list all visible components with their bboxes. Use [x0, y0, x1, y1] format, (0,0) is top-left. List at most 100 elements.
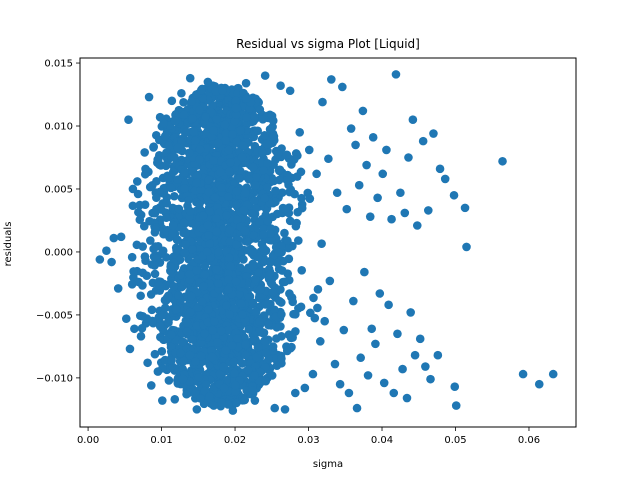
scatter-point: [138, 311, 148, 321]
chart-title: Residual vs sigma Plot [Liquid]: [236, 37, 420, 51]
scatter-point: [309, 293, 318, 303]
scatter-point: [346, 124, 356, 133]
scatter-point: [182, 318, 192, 327]
scatter-point: [208, 325, 217, 335]
scatter-point: [213, 138, 223, 148]
scatter-point: [236, 299, 246, 308]
scatter-point: [159, 119, 168, 128]
scatter-point: [297, 193, 306, 203]
x-tick-label: 0.05: [444, 435, 466, 446]
scatter-point: [205, 239, 214, 249]
scatter-point: [229, 304, 239, 313]
scatter-point: [239, 205, 249, 215]
scatter-point: [230, 116, 240, 126]
scatter-point: [264, 319, 273, 329]
scatter-point: [109, 233, 119, 243]
scatter-point: [358, 106, 368, 116]
scatter-point: [273, 150, 283, 159]
scatter-point: [176, 270, 185, 280]
scatter-point: [164, 141, 173, 150]
scatter-point: [168, 228, 177, 238]
scatter-point: [294, 236, 303, 245]
scatter-point: [277, 310, 286, 319]
scatter-point: [210, 193, 220, 202]
scatter-point: [265, 124, 275, 134]
scatter-point: [229, 357, 239, 367]
scatter-point: [204, 187, 213, 197]
scatter-point: [396, 188, 405, 198]
scatter-point: [218, 86, 227, 96]
scatter-point: [363, 371, 373, 380]
scatter-point: [421, 362, 430, 371]
y-tick-label: −0.005: [36, 310, 73, 321]
scatter-point: [224, 145, 233, 155]
scatter-point: [300, 383, 310, 393]
scatter-point: [240, 226, 250, 236]
scatter-point: [181, 229, 190, 238]
scatter-point: [217, 326, 226, 336]
scatter-point: [185, 269, 194, 279]
scatter-point: [182, 389, 191, 399]
scatter-point: [185, 73, 195, 83]
scatter-point: [285, 86, 295, 96]
scatter-point: [161, 161, 171, 171]
scatter-point: [155, 321, 165, 331]
scatter-point: [375, 289, 385, 298]
scatter-point: [249, 230, 258, 240]
scatter-point: [258, 115, 268, 124]
scatter-point: [255, 285, 265, 294]
scatter-point: [291, 221, 301, 231]
x-tick-label: 0.01: [150, 435, 172, 446]
scatter-point: [180, 239, 190, 249]
scatter-point: [260, 130, 269, 140]
scatter-point: [330, 359, 340, 369]
scatter-point: [190, 136, 200, 146]
scatter-point: [266, 257, 275, 267]
scatter-point: [225, 158, 235, 167]
scatter-point: [207, 346, 217, 355]
scatter-point: [382, 145, 391, 155]
y-tick-label: 0.005: [44, 184, 73, 195]
scatter-point: [352, 403, 362, 413]
scatter-point: [260, 193, 269, 203]
scatter-point: [325, 276, 335, 286]
scatter-point: [291, 310, 300, 319]
scatter-point: [133, 189, 143, 199]
scatter-points: [95, 70, 558, 415]
scatter-point: [136, 291, 145, 301]
scatter-point: [335, 379, 345, 389]
scatter-point: [95, 255, 105, 264]
scatter-point: [290, 189, 299, 199]
scatter-point: [261, 348, 271, 358]
scatter-point: [277, 188, 287, 197]
scatter-point: [160, 131, 170, 141]
y-tick-label: 0.000: [44, 247, 73, 258]
scatter-point: [274, 175, 284, 185]
scatter-point: [129, 267, 138, 276]
scatter-point: [265, 198, 275, 208]
y-axis-label: residuals: [3, 222, 14, 267]
scatter-point: [283, 236, 292, 245]
scatter-point: [187, 97, 196, 106]
scatter-point: [135, 215, 145, 225]
scatter-point: [172, 245, 181, 255]
scatter-point: [262, 183, 272, 192]
scatter-point: [221, 129, 231, 138]
scatter-point: [187, 291, 196, 301]
scatter-point: [191, 357, 200, 366]
scatter-point: [367, 324, 377, 334]
scatter-point: [266, 236, 276, 245]
scatter-point: [141, 256, 150, 265]
scatter-point: [185, 307, 195, 317]
scatter-point: [228, 406, 238, 415]
scatter-point: [272, 258, 282, 268]
scatter-point: [194, 373, 204, 382]
y-axis-ticks: −0.010 −0.005 0.000 0.005 0.010 0.015: [36, 59, 80, 384]
scatter-point: [199, 281, 209, 291]
scatter-point: [255, 105, 265, 114]
scatter-point: [215, 369, 225, 379]
scatter-point: [200, 261, 210, 271]
scatter-point: [400, 208, 410, 218]
scatter-point: [280, 277, 290, 287]
scatter-point: [235, 263, 245, 272]
